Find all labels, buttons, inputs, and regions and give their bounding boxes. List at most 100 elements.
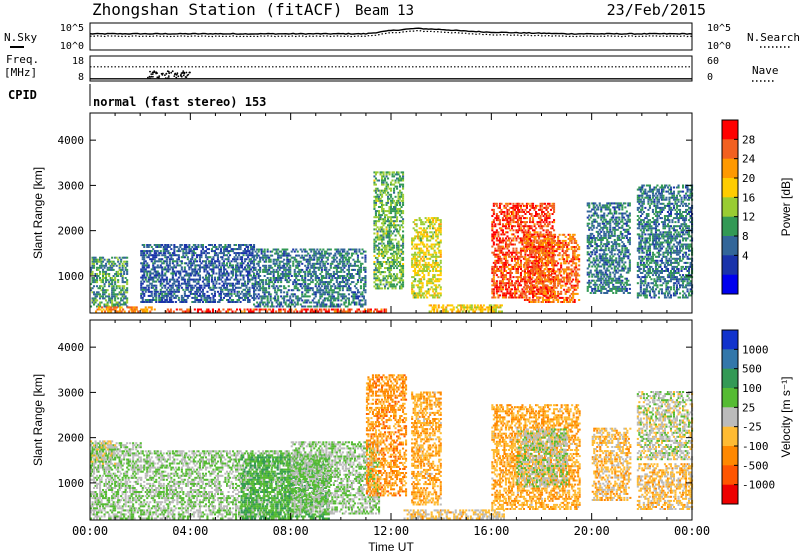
heatmap-cell [383, 212, 385, 214]
heatmap-cell [505, 284, 507, 286]
heatmap-cell [437, 233, 439, 235]
heatmap-cell [429, 219, 431, 221]
heatmap-cell [429, 240, 431, 242]
heatmap-cell [285, 304, 287, 306]
heatmap-cell [396, 228, 398, 230]
heatmap-cell [440, 266, 442, 268]
heatmap-cell [124, 311, 126, 313]
heatmap-cell [219, 311, 221, 313]
heatmap-cell [425, 256, 427, 258]
heatmap-cell [187, 264, 189, 266]
heatmap-cell [101, 263, 103, 265]
heatmap-cell [493, 268, 495, 270]
heatmap-cell [346, 263, 348, 265]
heatmap-cell [414, 278, 416, 280]
heatmap-cell [364, 279, 366, 281]
heatmap-cell [197, 291, 199, 293]
heatmap-cell [325, 261, 327, 263]
heatmap-cell [185, 262, 187, 264]
heatmap-cell [231, 293, 233, 295]
heatmap-cell [355, 302, 357, 304]
heatmap-cell [271, 267, 273, 269]
heatmap-cell [184, 256, 186, 258]
heatmap-cell [348, 279, 350, 281]
heatmap-cell [199, 275, 201, 277]
heatmap-cell [270, 265, 272, 267]
heatmap-cell [286, 279, 288, 281]
heatmap-cell [126, 269, 128, 271]
heatmap-cell [342, 289, 344, 291]
heatmap-cell [268, 285, 270, 287]
heatmap-cell [179, 285, 181, 287]
heatmap-cell [343, 267, 345, 269]
heatmap-cell [381, 241, 383, 243]
heatmap-cell [354, 269, 356, 271]
heatmap-cell [125, 267, 127, 269]
heatmap-cell [521, 209, 523, 211]
heatmap-cell [375, 184, 377, 186]
heatmap-cell [122, 299, 124, 301]
heatmap-cell [137, 311, 139, 313]
heatmap-cell [361, 291, 363, 293]
heatmap-cell [246, 268, 248, 270]
heatmap-cell [315, 271, 317, 273]
heatmap-cell [494, 235, 496, 237]
heatmap-cell [393, 222, 395, 224]
heatmap-cell [436, 309, 438, 311]
heatmap-cell [316, 249, 318, 251]
heatmap-cell [270, 297, 272, 299]
heatmap-cell [262, 259, 264, 261]
heatmap-cell [503, 240, 505, 242]
heatmap-cell [312, 299, 314, 301]
heatmap-cell [532, 217, 534, 219]
heatmap-cell [339, 259, 341, 261]
heatmap-cell [497, 254, 499, 256]
heatmap-cell [377, 275, 379, 277]
heatmap-cell [256, 287, 258, 289]
heatmap-cell [259, 306, 261, 308]
heatmap-cell [259, 261, 261, 263]
heatmap-cell [413, 284, 415, 286]
heatmap-cell [373, 249, 375, 251]
heatmap-cell [348, 285, 350, 287]
heatmap-cell [493, 294, 495, 296]
heatmap-cell [432, 282, 434, 284]
heatmap-cell [493, 213, 495, 215]
heatmap-cell [531, 225, 533, 227]
heatmap-cell [114, 281, 116, 283]
heatmap-cell [517, 286, 519, 288]
heatmap-cell [413, 286, 415, 288]
heatmap-cell [255, 269, 257, 271]
heatmap-cell [218, 262, 220, 264]
heatmap-cell [285, 251, 287, 253]
heatmap-cell [390, 281, 392, 283]
heatmap-cell [240, 246, 242, 248]
heatmap-cell [515, 237, 517, 239]
heatmap-cell [155, 295, 157, 297]
heatmap-cell [330, 267, 332, 269]
heatmap-cell [203, 295, 205, 297]
heatmap-cell [202, 246, 204, 248]
heatmap-cell [349, 283, 351, 285]
heatmap-cell [337, 265, 339, 267]
heatmap-cell [517, 260, 519, 262]
heatmap-cell [330, 265, 332, 267]
heatmap-cell [315, 285, 317, 287]
heatmap-cell [194, 309, 196, 311]
freq-label-line1: Freq. [6, 53, 39, 66]
heatmap-cell [434, 266, 436, 268]
heatmap-cell [520, 254, 522, 256]
heatmap-cell [328, 277, 330, 279]
heatmap-cell [241, 258, 243, 260]
heatmap-cell [120, 259, 122, 261]
heatmap-cell [120, 271, 122, 273]
heatmap-cell [262, 279, 264, 281]
heatmap-cell [155, 277, 157, 279]
heatmap-cell [187, 289, 189, 291]
heatmap-cell [386, 253, 388, 255]
heatmap-cell [520, 205, 522, 207]
heatmap-cell [419, 235, 421, 237]
heatmap-cell [191, 285, 193, 287]
heatmap-cell [499, 219, 501, 221]
heatmap-cell [280, 289, 282, 291]
